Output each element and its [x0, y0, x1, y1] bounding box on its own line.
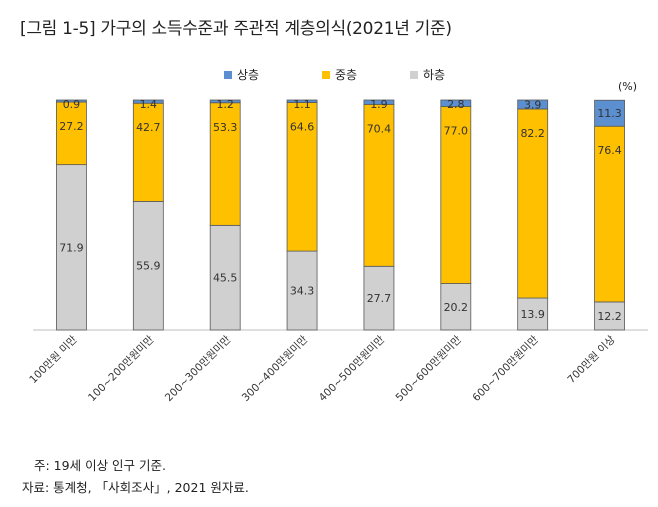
data-label: 70.4: [367, 122, 392, 135]
x-tick-label: 200~300만원미만: [163, 333, 234, 404]
legend-item-middle: 중층: [322, 66, 357, 83]
data-label: 27.7: [367, 292, 392, 305]
data-label: 12.2: [597, 310, 622, 323]
bar-segment-upper: [132, 99, 164, 104]
x-tick-label: 100만원 미만: [27, 333, 80, 386]
legend-swatch-middle: [322, 70, 330, 79]
bar-segment-lower: [440, 283, 472, 331]
bar-segment-upper: [517, 99, 549, 110]
x-tick-label: 100~200만원미만: [86, 333, 157, 404]
legend-swatch-lower: [410, 70, 418, 79]
chart-notes: 주: 19세 이상 인구 기준. 자료: 통계청, 「사회조사」, 2021 원…: [22, 455, 249, 499]
data-label: 82.2: [520, 127, 545, 140]
bar-segment-middle: [363, 103, 395, 267]
bar-segment-upper: [209, 99, 241, 104]
legend-swatch-upper: [224, 70, 232, 79]
data-label: 76.4: [597, 144, 622, 157]
data-label: 64.6: [290, 121, 315, 134]
bar-segment-lower: [56, 164, 87, 331]
data-label: 1.2: [216, 98, 234, 111]
unit-label: (%): [618, 80, 638, 93]
legend-item-upper: 상층: [224, 66, 259, 83]
bar-segment-middle: [517, 108, 549, 299]
bar-segment-middle: [56, 101, 87, 166]
data-label: 42.7: [136, 121, 161, 134]
legend-label-middle: 중층: [335, 68, 358, 82]
data-label: 1.4: [140, 98, 158, 111]
x-tick-label: 400~500만원미만: [317, 333, 388, 404]
legend-label-lower: 하층: [423, 68, 446, 82]
data-label: 45.5: [213, 272, 238, 285]
bar-segment-lower: [594, 301, 625, 331]
stacked-bar-chart: 71.9 27.2 0.9 100만원 미만 55.9 42.7 1.4 100~200만원미…: [27, 98, 648, 404]
bar-segment-middle: [594, 125, 625, 303]
x-tick-label: 700만원 이상: [565, 333, 618, 386]
bar-segment-upper: [594, 99, 625, 127]
legend-label-upper: 상층: [237, 68, 260, 82]
x-tick-label: 300~400만원미만: [240, 333, 311, 404]
data-label: 11.3: [597, 107, 622, 120]
x-tick-label: 500~600만원미만: [394, 333, 465, 404]
chart-title: [그림 1-5] 가구의 소득수준과 주관적 계층의식(2021년 기준): [20, 19, 452, 39]
bar-segment-upper: [56, 99, 87, 103]
data-label: 1.1: [293, 98, 311, 111]
data-label: 71.9: [59, 241, 84, 254]
source-text: 자료: 통계청, 「사회조사」, 2021 원자료.: [22, 480, 249, 495]
bar-segment-middle: [132, 102, 164, 202]
bar-segment-upper: [286, 99, 318, 103]
data-label: 34.3: [290, 285, 315, 298]
chart-legend: 상층 중층 하층: [0, 66, 658, 84]
data-label: 13.9: [520, 308, 545, 321]
data-label: 27.2: [59, 120, 84, 133]
data-label: 2.8: [447, 98, 465, 111]
data-label: 0.9: [63, 98, 81, 111]
bar-segment-upper: [440, 99, 472, 107]
note-text: 주: 19세 이상 인구 기준.: [34, 458, 166, 473]
data-label: 3.9: [524, 98, 542, 111]
bar-segment-upper: [363, 99, 395, 105]
x-tick-label: 600~700만원미만: [470, 333, 541, 404]
bar-segment-middle: [440, 106, 472, 284]
legend-item-lower: 하층: [410, 66, 445, 83]
data-label: 1.9: [370, 98, 388, 111]
bar-segment-lower: [517, 297, 549, 331]
data-label: 53.3: [213, 121, 238, 134]
data-label: 77.0: [444, 124, 469, 137]
data-label: 20.2: [444, 301, 469, 314]
data-label: 55.9: [136, 260, 161, 273]
